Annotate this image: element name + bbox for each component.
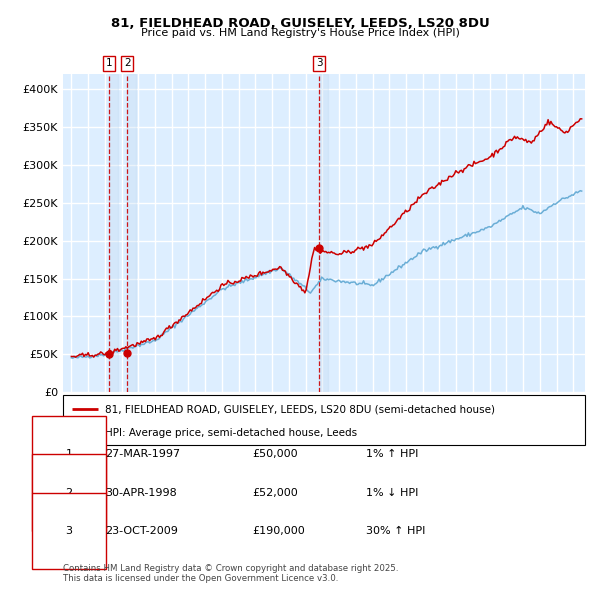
Bar	[319, 74, 328, 392]
Text: £52,000: £52,000	[252, 488, 298, 497]
Text: £190,000: £190,000	[252, 526, 305, 536]
Text: 2: 2	[124, 58, 130, 68]
Text: 27-MAR-1997: 27-MAR-1997	[105, 450, 180, 459]
Bar	[109, 74, 118, 392]
Bar	[127, 74, 136, 392]
Text: Price paid vs. HM Land Registry's House Price Index (HPI): Price paid vs. HM Land Registry's House …	[140, 28, 460, 38]
Text: £50,000: £50,000	[252, 450, 298, 459]
Text: 1% ↑ HPI: 1% ↑ HPI	[366, 450, 418, 459]
Text: 81, FIELDHEAD ROAD, GUISELEY, LEEDS, LS20 8DU: 81, FIELDHEAD ROAD, GUISELEY, LEEDS, LS2…	[110, 17, 490, 30]
Text: 3: 3	[65, 526, 73, 536]
Text: 1: 1	[65, 450, 73, 459]
Text: 30% ↑ HPI: 30% ↑ HPI	[366, 526, 425, 536]
Text: Contains HM Land Registry data © Crown copyright and database right 2025.
This d: Contains HM Land Registry data © Crown c…	[63, 563, 398, 583]
Text: 3: 3	[316, 58, 322, 68]
Text: 2: 2	[65, 488, 73, 497]
Text: 30-APR-1998: 30-APR-1998	[105, 488, 177, 497]
FancyBboxPatch shape	[63, 395, 585, 445]
Text: 81, FIELDHEAD ROAD, GUISELEY, LEEDS, LS20 8DU (semi-detached house): 81, FIELDHEAD ROAD, GUISELEY, LEEDS, LS2…	[105, 404, 495, 414]
Text: 1: 1	[106, 58, 112, 68]
Text: HPI: Average price, semi-detached house, Leeds: HPI: Average price, semi-detached house,…	[105, 428, 357, 438]
Text: 1% ↓ HPI: 1% ↓ HPI	[366, 488, 418, 497]
Text: 23-OCT-2009: 23-OCT-2009	[105, 526, 178, 536]
